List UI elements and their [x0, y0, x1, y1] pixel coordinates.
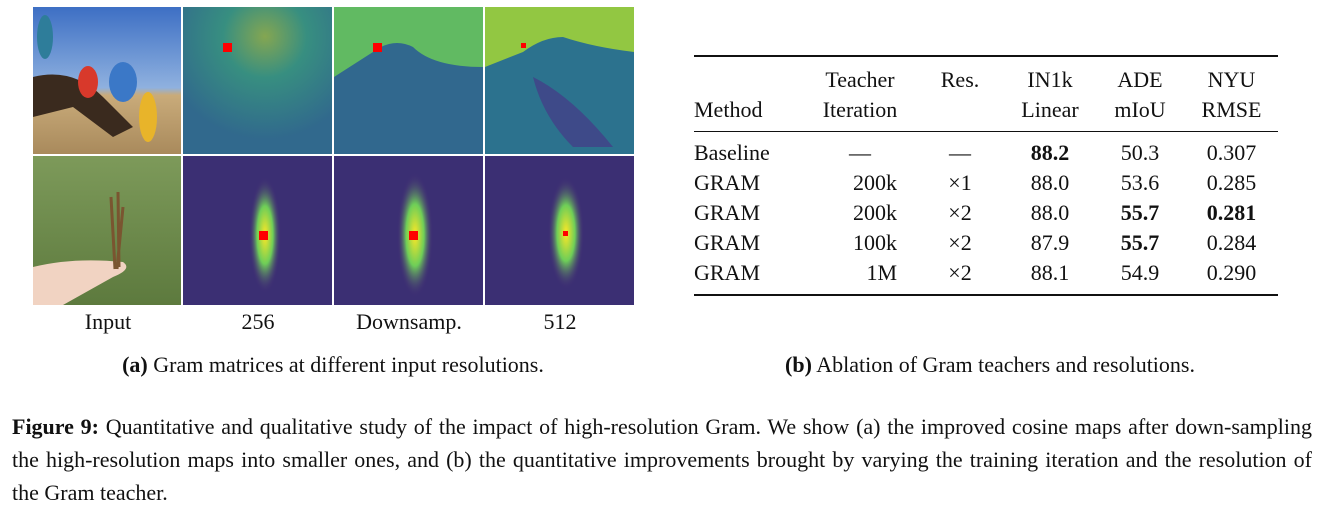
cell: 88.0 [1030, 200, 1070, 225]
cell: ×2 [948, 200, 972, 225]
cell: 200k [853, 170, 897, 195]
cell: 100k [853, 230, 897, 255]
cell: — [849, 140, 871, 165]
cell: 55.7 [1120, 200, 1160, 225]
header-cell: Method [694, 97, 763, 122]
caption-a: (a) Gram matrices at different input res… [33, 352, 633, 378]
cell: 200k [853, 200, 897, 225]
header-cell: NYU [1207, 67, 1256, 92]
heatmap [485, 7, 634, 67]
heatmap [183, 7, 332, 154]
caption-text: Gram matrices at different input resolut… [153, 352, 544, 377]
cell: GRAM [694, 230, 761, 255]
cell: 55.7 [1120, 230, 1160, 255]
cell: GRAM [694, 170, 761, 195]
column-label: 512 [543, 309, 577, 334]
parrot [139, 92, 157, 142]
column-label: 256 [241, 309, 275, 334]
hand [33, 260, 127, 305]
cell: ×1 [948, 170, 972, 195]
figure-text: Quantitative and qualitative study of th… [12, 414, 1313, 505]
query-pixel [521, 43, 526, 48]
cell: GRAM [694, 200, 761, 225]
cell: ×2 [948, 260, 972, 285]
figure-label: Figure 9: [12, 414, 99, 439]
cell: 0.284 [1206, 230, 1257, 255]
query-pixel [373, 43, 382, 52]
header-cell: Iteration [822, 97, 898, 122]
cell: 88.2 [1030, 140, 1070, 165]
figure-caption: Figure 9: Quantitative and qualitative s… [12, 410, 1312, 509]
cell: — [949, 140, 971, 165]
header-cell: ADE [1117, 67, 1163, 92]
ablation-table: Teacher Res. IN1k ADE NYU Method Iterati… [694, 55, 1278, 296]
header-cell: RMSE [1201, 97, 1262, 122]
column-label: Downsamp. [356, 309, 462, 334]
query-pixel [223, 43, 232, 52]
parrot [37, 15, 53, 59]
image-grid [33, 7, 634, 305]
query-pixel [259, 231, 268, 240]
caption-label: (a) [122, 352, 148, 377]
header-cell: Res. [940, 67, 980, 92]
cell: 0.281 [1206, 200, 1257, 225]
cell: 1M [866, 260, 897, 285]
cell: 88.0 [1030, 170, 1070, 195]
parrot [109, 62, 137, 102]
heatmap [533, 77, 613, 147]
column-label: Input [84, 309, 132, 334]
heatmap [334, 7, 483, 77]
caption-label: (b) [785, 352, 812, 377]
branch [33, 74, 133, 137]
query-pixel [409, 231, 418, 240]
cell: ×2 [948, 230, 972, 255]
parrot [78, 66, 98, 98]
header-cell: IN1k [1027, 67, 1073, 92]
cell: 88.1 [1030, 260, 1070, 285]
cell: 0.290 [1206, 260, 1257, 285]
cell: 0.307 [1206, 140, 1257, 165]
stick [109, 191, 125, 270]
cell: 0.285 [1206, 170, 1257, 195]
cell: 87.9 [1030, 230, 1070, 255]
query-pixel [563, 231, 568, 236]
caption-b: (b) Ablation of Gram teachers and resolu… [690, 352, 1290, 378]
header-cell: Teacher [825, 67, 895, 92]
header-cell: Linear [1021, 97, 1079, 122]
cell: 54.9 [1120, 260, 1160, 285]
cell: 50.3 [1120, 140, 1160, 165]
cell: Baseline [694, 140, 770, 165]
header-cell: mIoU [1114, 97, 1166, 122]
caption-text: Ablation of Gram teachers and resolution… [816, 352, 1195, 377]
cell: 53.6 [1120, 170, 1160, 195]
cell: GRAM [694, 260, 761, 285]
